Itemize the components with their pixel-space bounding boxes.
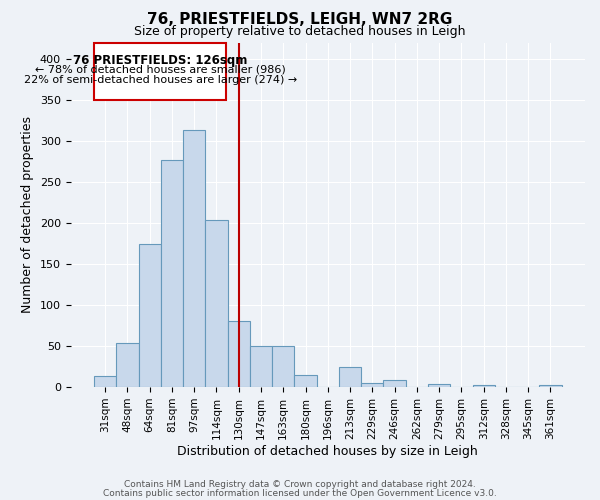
Bar: [539, 386, 562, 387]
Text: 76, PRIESTFIELDS, LEIGH, WN7 2RG: 76, PRIESTFIELDS, LEIGH, WN7 2RG: [148, 12, 452, 28]
Bar: [383, 380, 406, 387]
Text: Contains HM Land Registry data © Crown copyright and database right 2024.: Contains HM Land Registry data © Crown c…: [124, 480, 476, 489]
FancyBboxPatch shape: [94, 42, 226, 100]
Bar: [227, 322, 250, 387]
Bar: [295, 375, 317, 387]
Bar: [94, 376, 116, 387]
Bar: [428, 384, 450, 387]
Bar: [473, 384, 495, 387]
Bar: [116, 343, 139, 387]
Bar: [361, 383, 383, 387]
Bar: [339, 366, 361, 387]
Text: ← 78% of detached houses are smaller (986): ← 78% of detached houses are smaller (98…: [35, 64, 286, 74]
Y-axis label: Number of detached properties: Number of detached properties: [21, 116, 34, 314]
Bar: [272, 346, 295, 387]
X-axis label: Distribution of detached houses by size in Leigh: Distribution of detached houses by size …: [178, 444, 478, 458]
Text: 76 PRIESTFIELDS: 126sqm: 76 PRIESTFIELDS: 126sqm: [73, 54, 247, 67]
Bar: [250, 346, 272, 387]
Bar: [205, 220, 227, 387]
Text: Size of property relative to detached houses in Leigh: Size of property relative to detached ho…: [134, 25, 466, 38]
Text: Contains public sector information licensed under the Open Government Licence v3: Contains public sector information licen…: [103, 489, 497, 498]
Text: 22% of semi-detached houses are larger (274) →: 22% of semi-detached houses are larger (…: [23, 76, 297, 86]
Bar: [161, 160, 183, 387]
Bar: [139, 244, 161, 387]
Bar: [183, 130, 205, 387]
